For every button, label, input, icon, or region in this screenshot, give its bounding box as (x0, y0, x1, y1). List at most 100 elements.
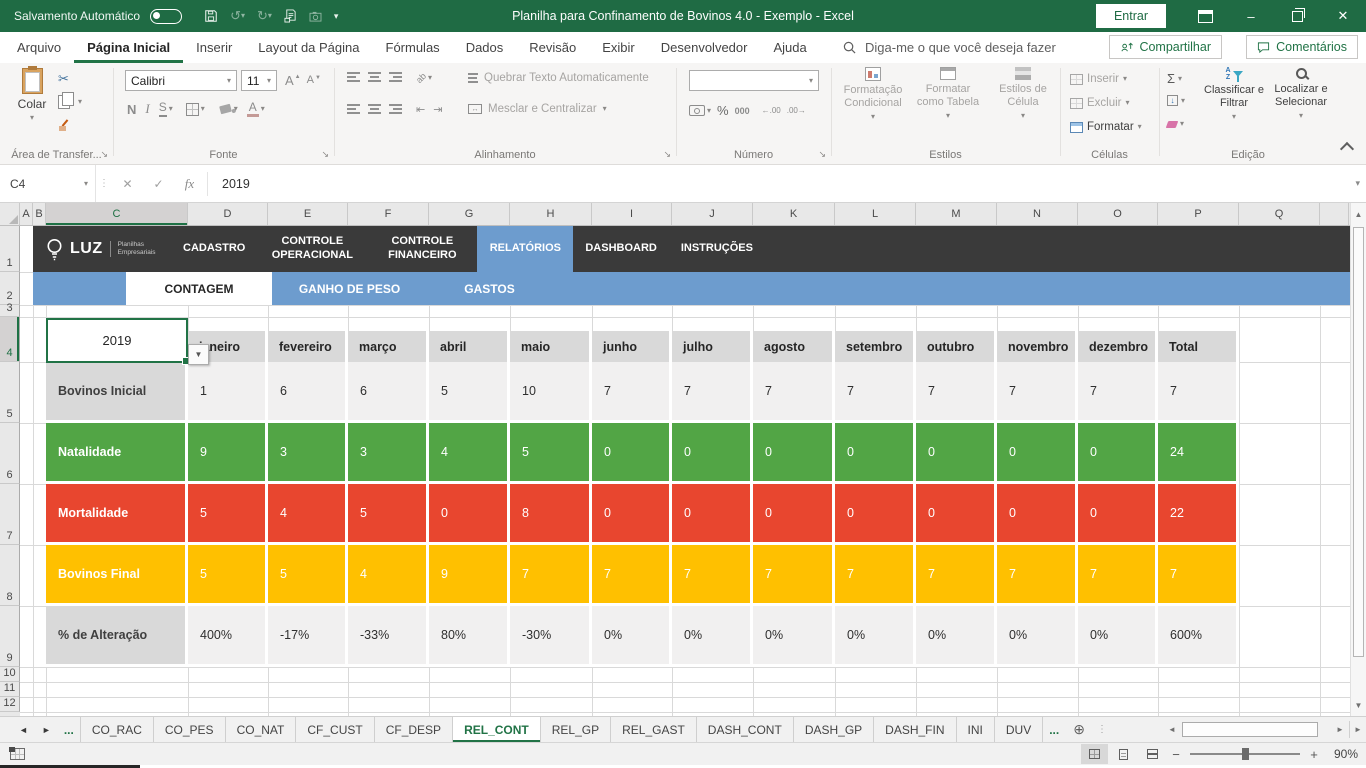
table-cell[interactable]: 7 (997, 545, 1078, 606)
table-cell[interactable]: 600% (1158, 606, 1239, 667)
formula-input[interactable]: 2019 (210, 177, 1355, 191)
vertical-scroll-thumb[interactable] (1353, 227, 1364, 657)
row-label[interactable]: Mortalidade (46, 484, 188, 545)
enter-button[interactable]: ✓ (143, 165, 174, 202)
bold-button[interactable]: N (127, 102, 136, 117)
cell-styles-button[interactable]: Estilos de Célula ▾ (987, 67, 1059, 120)
table-cell[interactable]: 7 (916, 545, 997, 606)
row-header-9[interactable]: 9 (0, 606, 20, 667)
column-header-Q[interactable]: Q (1239, 203, 1320, 225)
row-header-1[interactable]: 1 (0, 226, 20, 272)
align-bottom-icon[interactable] (389, 72, 402, 83)
table-cell[interactable]: 0% (997, 606, 1078, 667)
zoom-level[interactable]: 90% (1324, 747, 1360, 761)
month-header-dezembro[interactable]: dezembro (1078, 331, 1158, 362)
table-cell[interactable]: 0 (672, 484, 753, 545)
row-header-4[interactable]: 4 (0, 317, 20, 362)
increase-decimal-button[interactable]: ←.00 (762, 106, 781, 115)
table-cell[interactable]: 7 (1078, 362, 1158, 423)
workbook-nav-dashboard[interactable]: DASHBOARD (573, 226, 669, 272)
page-layout-view-button[interactable] (1110, 744, 1137, 764)
subnav-contagem[interactable]: CONTAGEM (126, 272, 272, 305)
table-cell[interactable]: 0 (997, 423, 1078, 484)
table-cell[interactable]: 0% (592, 606, 672, 667)
table-cell[interactable]: 7 (835, 545, 916, 606)
number-format-combo[interactable]: ▾ (689, 70, 819, 91)
table-cell[interactable]: 5 (510, 423, 592, 484)
table-cell[interactable]: -30% (510, 606, 592, 667)
hscroll-left-icon[interactable]: ◄ (1164, 721, 1180, 738)
sheet-tab-co-rac[interactable]: CO_RAC (80, 717, 153, 742)
menu-tab-arquivo[interactable]: Arquivo (4, 32, 74, 63)
column-header-D[interactable]: D (188, 203, 268, 225)
increase-indent-icon[interactable]: ⇥ (433, 103, 442, 116)
table-cell[interactable]: 0% (835, 606, 916, 667)
table-cell[interactable]: 0 (1078, 423, 1158, 484)
row-label[interactable]: Natalidade (46, 423, 188, 484)
tell-me-search[interactable]: Diga-me o que você deseja fazer (843, 32, 1056, 63)
month-header-julho[interactable]: julho (672, 331, 753, 362)
table-cell[interactable]: 4 (268, 484, 348, 545)
month-header-agosto[interactable]: agosto (753, 331, 835, 362)
table-cell[interactable]: 0% (1078, 606, 1158, 667)
decrease-indent-icon[interactable]: ⇤ (416, 103, 425, 116)
month-header-novembro[interactable]: novembro (997, 331, 1078, 362)
subnav-ganho-de-peso[interactable]: GANHO DE PESO (272, 272, 427, 305)
horizontal-scrollbar[interactable]: ◄ ► (1164, 721, 1348, 738)
sheet-tab-co-nat[interactable]: CO_NAT (225, 717, 296, 742)
table-cell[interactable]: 5 (268, 545, 348, 606)
table-cell[interactable]: 5 (348, 484, 429, 545)
table-cell[interactable]: 9 (429, 545, 510, 606)
table-cell[interactable]: 7 (1158, 545, 1239, 606)
share-button[interactable]: Compartilhar (1109, 35, 1222, 59)
table-cell[interactable]: 0 (916, 484, 997, 545)
table-cell[interactable]: 6 (268, 362, 348, 423)
table-cell[interactable]: 0 (672, 423, 753, 484)
menu-tab-ajuda[interactable]: Ajuda (760, 32, 819, 63)
table-cell[interactable]: 0% (916, 606, 997, 667)
select-all-button[interactable] (0, 203, 20, 225)
workbook-nav-relat-rios[interactable]: RELATÓRIOS (477, 226, 573, 272)
normal-view-button[interactable] (1081, 744, 1108, 764)
month-header-junho[interactable]: junho (592, 331, 672, 362)
format-painter-button[interactable] (58, 119, 71, 132)
table-cell[interactable]: 7 (753, 362, 835, 423)
row-header-11[interactable]: 11 (0, 682, 20, 697)
row-header-6[interactable]: 6 (0, 423, 20, 484)
restore-button[interactable] (1274, 0, 1320, 32)
column-header-B[interactable]: B (33, 203, 46, 225)
insert-function-button[interactable]: fx (174, 165, 205, 202)
autosum-button[interactable]: Σ ▾ (1167, 71, 1182, 86)
sheet-tab-duv[interactable]: DUV (994, 717, 1043, 742)
name-box[interactable]: C4 ▾ (0, 165, 96, 202)
hscroll-right-icon[interactable]: ► (1332, 721, 1348, 738)
column-header-L[interactable]: L (835, 203, 916, 225)
menu-tab-f-rmulas[interactable]: Fórmulas (373, 32, 453, 63)
table-cell[interactable]: 7 (592, 362, 672, 423)
merge-center-button[interactable]: ↔ Mesclar e Centralizar ▾ (468, 103, 607, 115)
table-cell[interactable]: 7 (1078, 545, 1158, 606)
ribbon-display-options-button[interactable] (1182, 0, 1228, 32)
align-left-icon[interactable] (347, 104, 360, 115)
workbook-nav-controle-financeiro[interactable]: CONTROLE FINANCEIRO (367, 226, 477, 272)
menu-tab-exibir[interactable]: Exibir (589, 32, 648, 63)
font-size-combo[interactable]: 11▾ (241, 70, 277, 91)
row-header-5[interactable]: 5 (0, 362, 20, 423)
table-cell[interactable]: 7 (672, 545, 753, 606)
zoom-slider[interactable] (1190, 753, 1300, 755)
format-as-table-button[interactable]: Formatar como Tabela ▾ (912, 67, 984, 120)
print-preview-icon[interactable] (284, 9, 297, 23)
sheet-tab-dash-cont[interactable]: DASH_CONT (696, 717, 793, 742)
month-header-setembro[interactable]: setembro (835, 331, 916, 362)
hscroll-track[interactable] (1180, 721, 1332, 738)
expand-formula-bar-icon[interactable]: ▾ (1355, 178, 1360, 189)
row-label[interactable]: % de Alteração (46, 606, 188, 667)
macro-record-icon[interactable] (10, 748, 25, 760)
column-header-I[interactable]: I (592, 203, 672, 225)
menu-tab-revis-o[interactable]: Revisão (516, 32, 589, 63)
new-sheet-button[interactable]: ⊕ (1065, 717, 1093, 742)
menu-tab-p-gina-inicial[interactable]: Página Inicial (74, 32, 183, 63)
increase-font-icon[interactable]: A▲ (285, 74, 301, 87)
table-cell[interactable]: -33% (348, 606, 429, 667)
copy-button[interactable]: ▾ (58, 95, 82, 109)
